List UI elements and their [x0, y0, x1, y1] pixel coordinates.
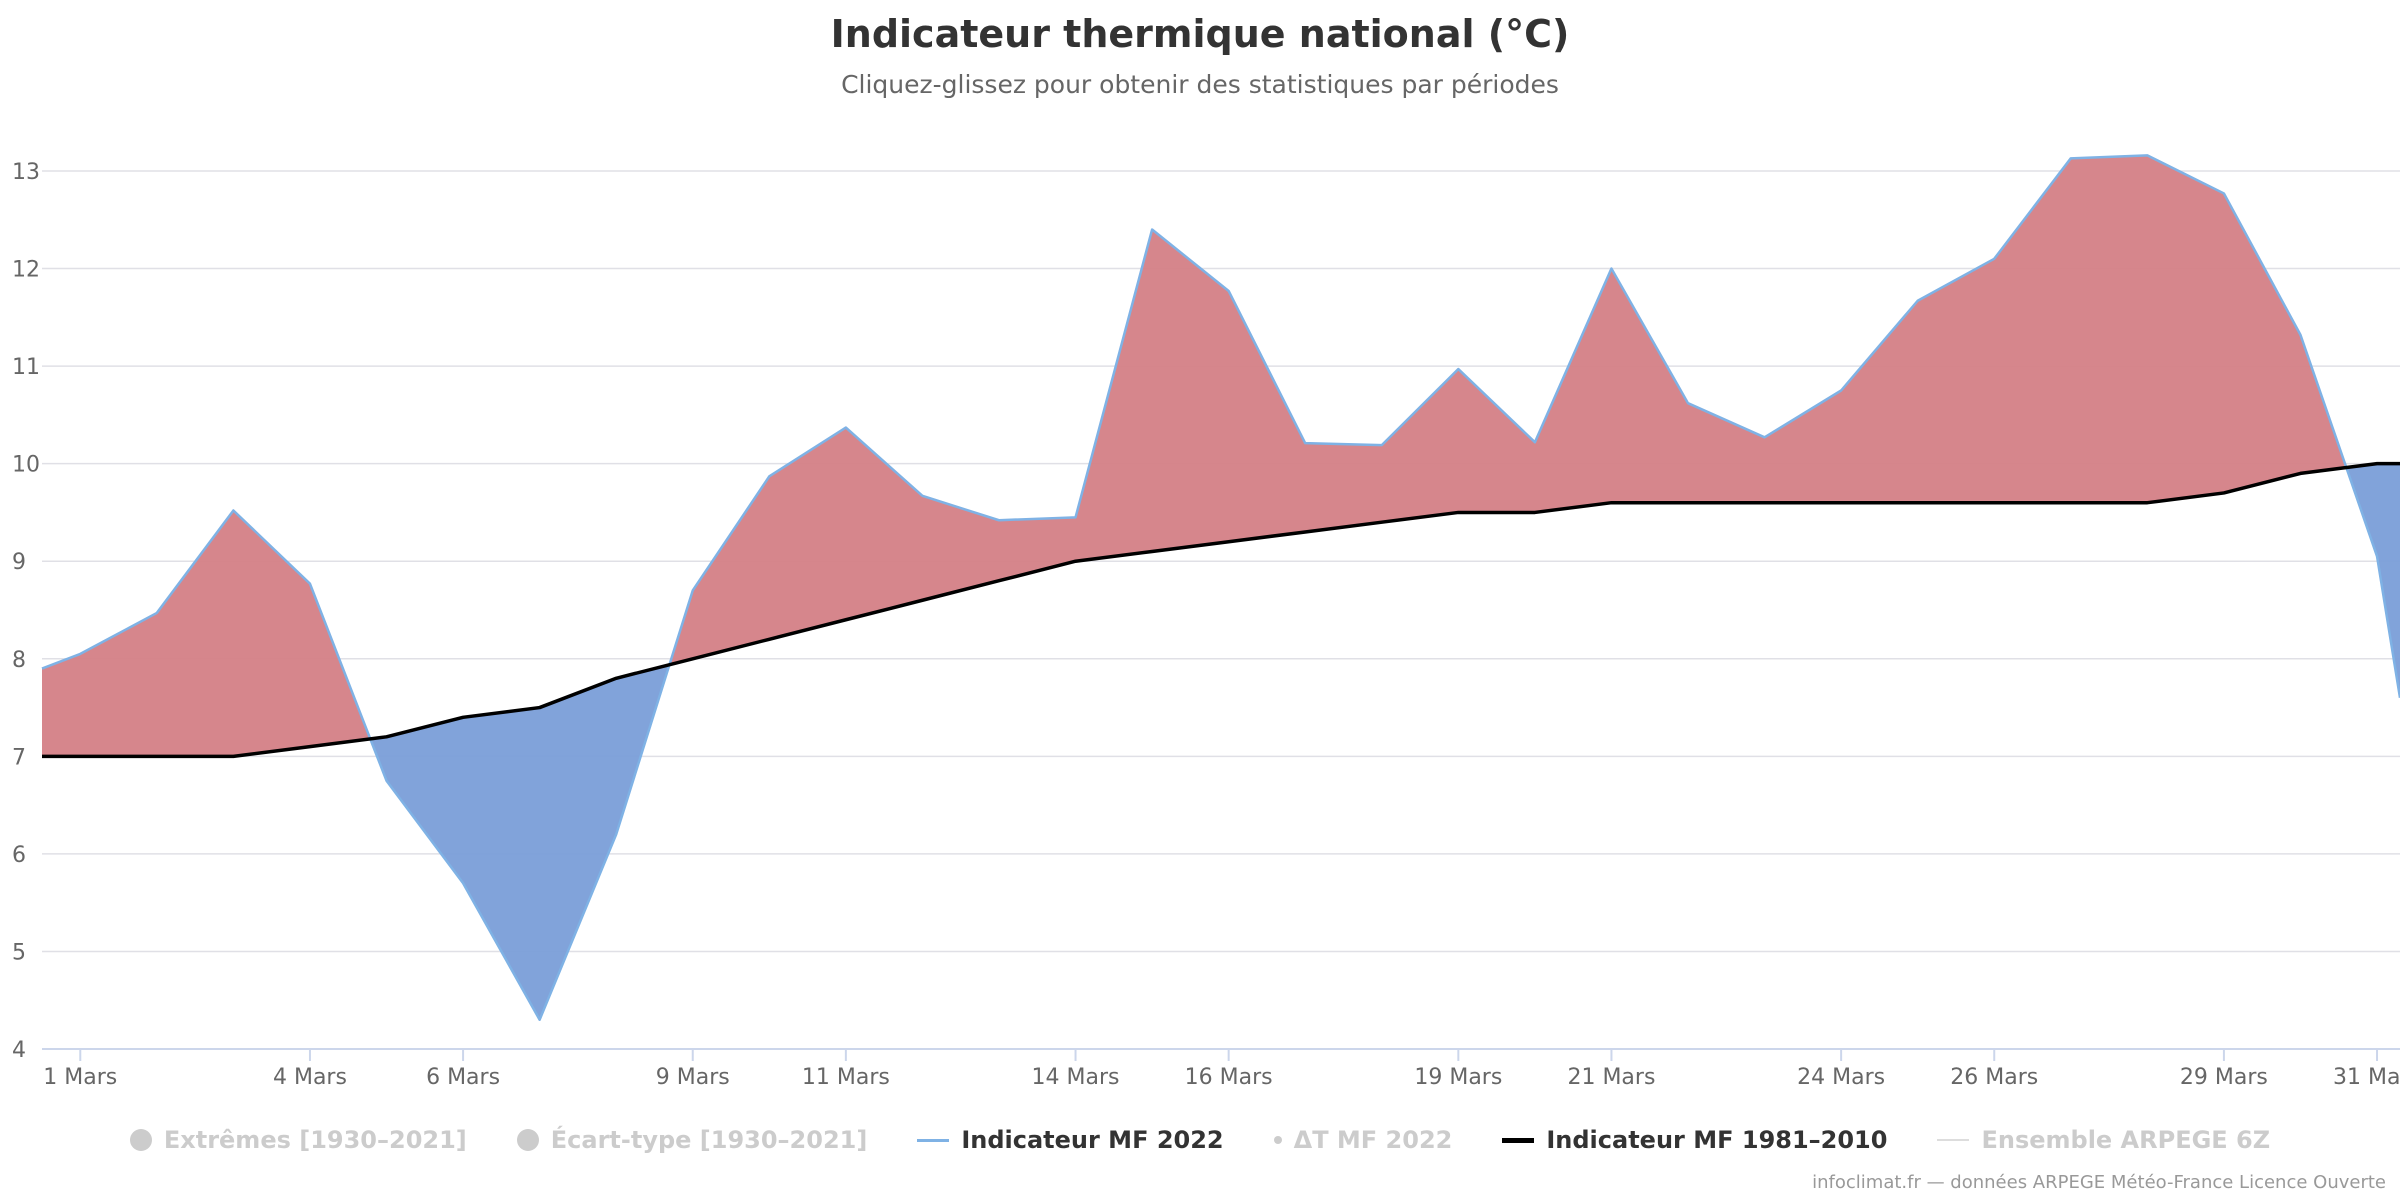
- legend-label: Indicateur MF 1981–2010: [1546, 1126, 1888, 1154]
- legend-item[interactable]: Ensemble ARPEGE 6Z: [1937, 1126, 2270, 1154]
- y-tick-label: 13: [12, 160, 40, 185]
- y-tick-label: 5: [12, 940, 26, 965]
- y-tick-label: 10: [12, 453, 40, 478]
- legend-symbol-icon: [129, 1129, 152, 1151]
- legend-symbol-icon: [1273, 1136, 1282, 1144]
- x-tick-label: 29 Mars: [2180, 1065, 2268, 1090]
- x-tick-label: 31 Mars: [2333, 1065, 2400, 1090]
- series-line-2022[interactable]: [41, 154, 2400, 1021]
- legend-label: ΔT MF 2022: [1293, 1126, 1453, 1154]
- legend-item[interactable]: Indicateur MF 1981–2010: [1502, 1126, 1887, 1154]
- x-tick-label: 21 Mars: [1567, 1065, 1655, 1090]
- legend-label: Ensemble ARPEGE 6Z: [1981, 1126, 2271, 1154]
- area-above-normal: [42, 510, 371, 757]
- area-below-normal: [370, 664, 670, 1020]
- legend-item[interactable]: Écart-type [1930–2021]: [516, 1126, 868, 1154]
- chart-legend: Extrêmes [1930–2021] Écart-type [1930–202…: [0, 1126, 2400, 1154]
- legend-label: Indicateur MF 2022: [961, 1126, 1224, 1154]
- x-tick-label: 1 Mars: [43, 1065, 117, 1090]
- area-below-normal: [2346, 463, 2400, 698]
- legend-item[interactable]: ΔT MF 2022: [1273, 1126, 1453, 1154]
- x-tick-label: 9 Mars: [656, 1065, 730, 1090]
- y-tick-label: 12: [12, 258, 40, 283]
- legend-label: Extrêmes [1930–2021]: [163, 1126, 467, 1154]
- x-tick-label: 16 Mars: [1185, 1065, 1273, 1090]
- y-tick-label: 8: [12, 648, 26, 673]
- x-tick-label: 14 Mars: [1032, 1065, 1120, 1090]
- x-tick-label: 24 Mars: [1797, 1065, 1885, 1090]
- legend-item[interactable]: Indicateur MF 2022: [917, 1126, 1224, 1154]
- y-tick-label: 9: [12, 550, 26, 575]
- series-lines: [41, 154, 2400, 1021]
- legend-symbol-icon: [516, 1129, 539, 1151]
- credits-text[interactable]: infoclimat.fr — données ARPEGE Météo-Fra…: [1812, 1172, 2386, 1193]
- delta-areas: [42, 155, 2400, 1020]
- area-above-normal: [669, 155, 2347, 665]
- x-tick-label: 26 Mars: [1950, 1065, 2038, 1090]
- chart-subtitle: Cliquez-glissez pour obtenir des statist…: [841, 70, 1559, 99]
- axes: 4 5 6 7 8 9 10 11 12 13 1 Mars 4 Mars 6 Mars 9 Mars 11…: [12, 160, 2400, 1090]
- y-tick-label: 4: [12, 1038, 26, 1063]
- legend-symbol-icon: [1502, 1137, 1535, 1143]
- legend-symbol-icon: [917, 1138, 950, 1142]
- legend-item[interactable]: Extrêmes [1930–2021]: [129, 1126, 467, 1154]
- x-tick-label: 6 Mars: [426, 1065, 500, 1090]
- y-tick-label: 7: [12, 745, 26, 770]
- x-tick-label: 19 Mars: [1414, 1065, 1502, 1090]
- series-line-normal-1981-2010[interactable]: [42, 461, 2400, 759]
- y-tick-label: 6: [12, 843, 26, 868]
- x-tick-label: 11 Mars: [802, 1065, 890, 1090]
- legend-label: Écart-type [1930–2021]: [550, 1126, 868, 1154]
- x-tick-label: 4 Mars: [273, 1065, 347, 1090]
- legend-symbol-icon: [1937, 1139, 1970, 1141]
- chart-title: Indicateur thermique national (°C): [830, 12, 1570, 56]
- y-tick-label: 11: [12, 355, 40, 380]
